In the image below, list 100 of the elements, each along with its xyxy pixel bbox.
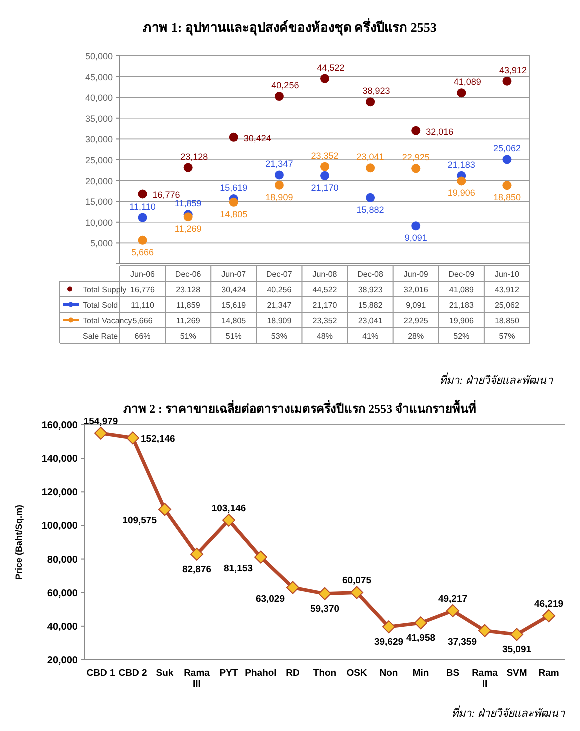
point [184,212,193,222]
text: 14,805 [220,209,248,220]
x-tick-label: Jun-08 [312,270,338,279]
text: 30,424 [244,133,272,144]
point [318,587,332,600]
data-label: 40,256 [267,286,292,294]
y-tick-label: 10,000 [85,218,113,228]
point [229,132,238,142]
text: 41,089 [454,77,482,88]
text: 19,906 [448,188,476,198]
text: 48% [316,332,334,341]
point [412,164,421,174]
data-label: 37,359 [448,636,477,648]
x-tick-label: Rama II [472,668,499,690]
text: 21,170 [311,182,339,193]
text: 28% [408,332,424,341]
x-tick-label: Jun-09 [404,270,429,279]
data-label: 21,170 [312,301,338,310]
x-tick-label: CBD 1 [86,668,116,679]
text: 15,619 [220,183,248,194]
point [286,581,300,594]
data-label: 15,619 [222,301,247,310]
text: 53% [271,332,288,341]
data-label: 25,062 [494,301,520,310]
point [320,171,330,180]
text: 66% [134,332,151,341]
point [274,170,284,180]
x-tick-label: Dec-07 [266,270,293,279]
y-tick-label: 100,000 [42,521,78,532]
y-tick-label: 50,000 [85,52,113,62]
text: 51% [180,332,196,341]
y-tick-label: 5,000 [90,238,113,249]
point [254,550,268,564]
y-tick-label: 120,000 [42,488,78,499]
y-tick-label: 15,000 [85,197,113,208]
x-tick-label: Dec-09 [448,270,476,279]
point [457,88,466,98]
point [502,181,512,190]
data-label: 11,269 [176,316,201,326]
y-tick-label: 20,000 [85,176,113,186]
y-tick-label: 25,000 [85,156,113,166]
text: 32,016 [426,126,454,137]
x-tick-label: RD [286,668,300,679]
legend-label: Total Supply [83,286,127,294]
text: 23,128 [180,152,208,162]
data-label: 16,776 [130,286,156,294]
x-tick-label: OSK [346,668,368,679]
point [190,548,204,561]
text: Sale Rate [83,332,119,341]
point [320,162,330,172]
x-tick-label: Jun-06 [130,270,156,279]
point [229,198,238,207]
x-tick-label: Min [412,668,430,679]
text: 18,850 [493,192,521,203]
y-tick-label: 35,000 [85,114,113,124]
data-label: 81,153 [224,563,253,574]
chart-title: ภาพ 2 : ราคาขายเฉลี่ยต่อตารางเมตรครึ่งปีแรก 2553 จำแนกรายพื้นที่ [124,399,476,416]
x-tick-label: Non [380,668,398,679]
x-tick-label: SVM [506,668,528,679]
data-label: 5,666 [132,316,154,326]
data-label: 154,979 [84,416,118,428]
point [222,514,236,527]
x-tick-label: Jun-10 [494,270,520,279]
y-tick-label: 80,000 [47,554,78,566]
point [510,628,524,642]
data-label: 44,522 [312,286,338,294]
x-tick-label: Rama III [184,668,211,690]
data-label: 39,629 [374,637,404,648]
point [366,193,376,202]
text: 43,912 [499,65,527,76]
text: 11,269 [174,224,202,234]
data-label: 22,925 [404,316,429,326]
text: ที่มา: ฝ่ายวิจัยและพัฒนา [440,372,554,387]
legend-label: Total Sold [83,301,118,310]
x-tick-label: CBD 2 [118,668,148,679]
y-tick-label: 45,000 [85,72,113,82]
data-label: 21,347 [267,301,292,310]
text: 11,110 [130,202,156,212]
data-label: 43,912 [494,286,520,294]
text: 9,091 [404,233,428,244]
x-tick-label: Thon [313,668,337,679]
x-tick-label: BS [446,668,460,679]
text: 15,882 [356,204,384,215]
text: 51% [226,332,242,341]
data-label: 14,805 [222,316,247,326]
data-label: 38,923 [358,286,384,294]
data-label: 11,859 [176,301,201,310]
text: 23,041 [356,152,384,162]
text: 41% [362,332,379,341]
point [478,624,492,638]
text: 57% [499,332,516,341]
x-tick-label: PYT [220,668,238,679]
point [446,604,460,618]
text: 18,909 [266,192,294,202]
data-label: 32,016 [404,286,429,294]
y-tick-label: 140,000 [42,454,78,466]
x-tick-label: Ram [538,668,560,679]
x-tick-label: Dec-06 [175,270,202,279]
data-label: 23,128 [176,286,202,294]
data-label: 46,219 [534,598,564,610]
